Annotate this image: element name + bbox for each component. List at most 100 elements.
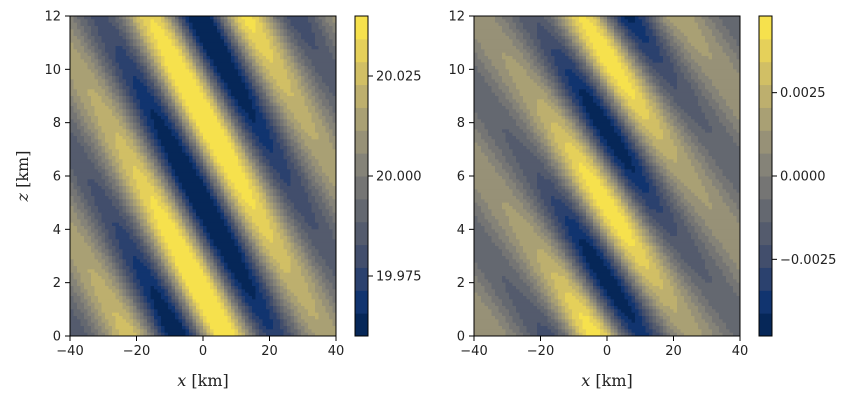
contour-cell (189, 162, 194, 167)
contour-cell (294, 132, 299, 137)
contour-cell (231, 172, 236, 177)
contour-cell (192, 219, 197, 224)
contour-cell (91, 209, 96, 214)
contour-cell (115, 216, 120, 220)
contour-cell (133, 132, 138, 137)
contour-cell (143, 139, 148, 144)
contour-cell (318, 152, 323, 157)
contour-cell (245, 86, 250, 90)
contour-cell (119, 46, 124, 50)
contour-cell (147, 49, 152, 54)
contour-cell (266, 149, 271, 154)
contour-cell (245, 109, 250, 114)
contour-cell (94, 146, 99, 150)
contour-cell (129, 222, 134, 227)
contour-cell (203, 222, 208, 227)
contour-cell (252, 66, 257, 70)
contour-cell (252, 219, 257, 224)
contour-cell (94, 129, 99, 134)
contour-cell (115, 106, 120, 110)
contour-cell (252, 96, 257, 100)
contour-cell (157, 79, 162, 84)
contour-cell (297, 36, 302, 40)
contour-cell (182, 136, 187, 140)
contour-cell (262, 39, 267, 44)
contour-cell (154, 129, 159, 134)
contour-cell (315, 119, 320, 124)
contour-cell (259, 109, 264, 114)
contour-cell (87, 122, 92, 127)
contour-cell (238, 176, 243, 180)
contour-cell (161, 186, 166, 190)
contour-cell (315, 46, 320, 50)
contour-cell (171, 69, 176, 74)
contour-cell (70, 79, 75, 84)
contour-cell (84, 46, 89, 50)
contour-cell (252, 129, 257, 134)
contour-cell (112, 112, 117, 117)
contour-cell (311, 42, 316, 47)
contour-cell (143, 206, 148, 210)
contour-cell (164, 196, 169, 200)
contour-cell (220, 146, 225, 150)
contour-cell (280, 129, 285, 134)
contour-cell (199, 102, 204, 107)
contour-cell (227, 26, 232, 30)
contour-cell (168, 96, 173, 100)
contour-cell (182, 206, 187, 210)
contour-cell (112, 169, 117, 174)
contour-cell (276, 56, 281, 60)
contour-cell (262, 142, 267, 147)
contour-cell (161, 19, 166, 24)
contour-cell (175, 42, 180, 47)
contour-cell (73, 166, 78, 170)
contour-cell (252, 229, 257, 234)
contour-cell (164, 52, 169, 57)
contour-cell (150, 132, 155, 137)
contour-cell (157, 146, 162, 150)
contour-cell (283, 69, 288, 74)
contour-cell (178, 132, 183, 137)
contour-cell (231, 122, 236, 127)
contour-cell (231, 92, 236, 97)
contour-cell (129, 176, 134, 180)
contour-cell (196, 16, 201, 20)
contour-cell (171, 102, 176, 107)
contour-cell (297, 222, 302, 227)
contour-cell (210, 66, 215, 70)
contour-cell (154, 16, 159, 20)
contour-cell (108, 159, 113, 164)
contour-cell (329, 92, 334, 97)
contour-cell (178, 16, 183, 20)
contour-cell (304, 129, 309, 134)
contour-cell (171, 146, 176, 150)
contour-cell (252, 179, 257, 184)
contour-cell (280, 112, 285, 117)
contour-cell (283, 29, 288, 34)
contour-cell (241, 172, 246, 177)
contour-cell (185, 206, 190, 210)
contour-cell (119, 39, 124, 44)
contour-cell (252, 192, 257, 197)
contour-cell (217, 179, 222, 184)
contour-cell (241, 196, 246, 200)
contour-cell (101, 216, 106, 220)
contour-cell (175, 79, 180, 84)
contour-cell (77, 46, 82, 50)
contour-cell (115, 109, 120, 114)
contour-cell (234, 29, 239, 34)
contour-cell (224, 66, 229, 70)
contour-cell (136, 112, 141, 117)
contour-cell (157, 56, 162, 60)
contour-cell (171, 202, 176, 207)
contour-cell (294, 176, 299, 180)
contour-cell (175, 56, 180, 60)
contour-cell (150, 76, 155, 80)
contour-cell (318, 59, 323, 64)
contour-cell (199, 172, 204, 177)
contour-cell (143, 39, 148, 44)
contour-cell (203, 232, 208, 237)
contour-cell (175, 202, 180, 207)
contour-cell (332, 122, 336, 127)
contour-cell (280, 36, 285, 40)
